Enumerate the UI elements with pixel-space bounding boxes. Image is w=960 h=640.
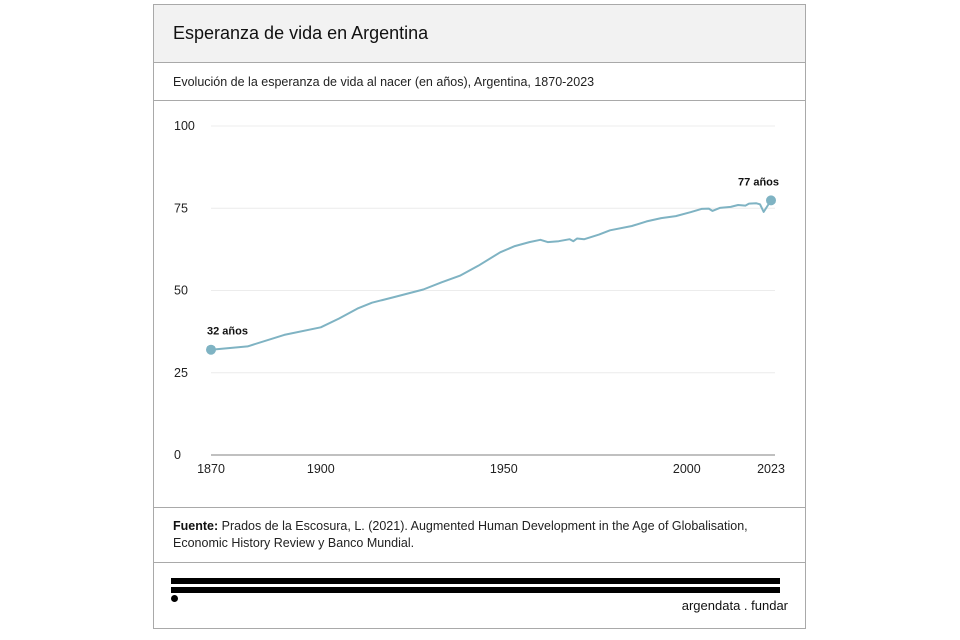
chart-subtitle: Evolución de la esperanza de vida al nac… (173, 74, 595, 89)
y-tick-label: 100 (174, 119, 195, 133)
x-tick-label: 1950 (490, 462, 518, 476)
footer: argendata . fundar (154, 563, 805, 628)
source-note: Fuente: Prados de la Escosura, L. (2021)… (154, 508, 805, 563)
data-label: 77 años (738, 176, 779, 188)
line-chart: 0 25 50 75 100 1870 1900 1950 2000 2023 32 años 77 … (174, 119, 785, 476)
subtitle-row: Evolución de la esperanza de vida al nac… (154, 63, 805, 101)
chart-title: Esperanza de vida en Argentina (173, 23, 429, 43)
brand-bar-bottom (171, 587, 780, 593)
source-label: Fuente: (173, 519, 219, 533)
chart-card: Esperanza de vida en Argentina Evolución… (153, 4, 806, 629)
source-text: Prados de la Escosura, L. (2021). Augmen… (173, 519, 748, 550)
y-tick-label: 0 (174, 448, 181, 462)
data-label: 32 años (207, 326, 248, 338)
x-tick-label: 2023 (757, 462, 785, 476)
y-tick-label: 75 (174, 201, 188, 215)
brand-dot-icon (171, 595, 178, 602)
y-tick-label: 50 (174, 284, 188, 298)
endpoint-marker (766, 195, 776, 206)
x-tick-label: 1870 (197, 462, 225, 476)
x-tick-label: 1900 (307, 462, 335, 476)
x-tick-label: 2000 (673, 462, 701, 476)
chart-area: 0 25 50 75 100 1870 1900 1950 2000 2023 32 años 77 … (154, 101, 805, 508)
series-line (210, 199, 772, 351)
endpoint-marker (206, 344, 216, 355)
header: Esperanza de vida en Argentina (154, 5, 805, 63)
y-tick-label: 25 (174, 366, 188, 380)
brand-bar-top (171, 578, 780, 584)
brand-logo: argendata . fundar (681, 598, 788, 613)
